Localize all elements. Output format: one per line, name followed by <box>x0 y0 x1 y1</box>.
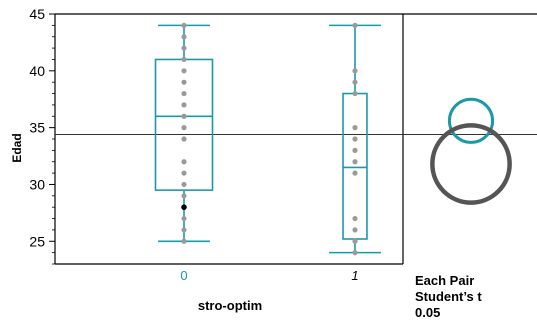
highlighted-point <box>181 204 187 210</box>
data-point <box>181 170 187 176</box>
data-point <box>352 136 358 142</box>
data-point <box>181 45 187 51</box>
comparison-circle-1 <box>430 123 512 205</box>
data-point <box>352 215 358 222</box>
comparison-title-line-3: 0.05 <box>415 305 440 320</box>
comparison-circle-0 <box>447 97 495 144</box>
comparison-title-line-1: Each Pair <box>415 273 474 288</box>
group-0: 0 <box>154 22 214 283</box>
y-tick-label: 30 <box>29 176 45 192</box>
data-point <box>181 238 187 244</box>
data-point <box>181 79 187 85</box>
comparison-title-line-2: Student’s t <box>415 289 482 304</box>
data-point <box>181 102 187 108</box>
y-axis-label: Edad <box>10 133 24 162</box>
data-point <box>181 193 187 199</box>
data-point <box>352 90 358 97</box>
y-tick-label: 25 <box>29 233 45 249</box>
data-point <box>352 22 358 28</box>
comparison-panel <box>430 97 512 205</box>
data-point <box>181 181 187 188</box>
x-tick-label: 1 <box>351 268 358 283</box>
data-point <box>181 215 187 222</box>
data-point <box>181 159 187 165</box>
data-point <box>181 227 187 233</box>
data-point <box>181 34 187 40</box>
y-tick-label: 40 <box>29 63 45 79</box>
data-point <box>352 250 358 256</box>
data-point <box>352 170 358 176</box>
data-point <box>352 227 358 233</box>
data-point <box>181 113 187 119</box>
x-axis-label: stro-optim <box>198 298 262 313</box>
data-point <box>181 68 187 74</box>
group-1: 1 <box>329 22 381 283</box>
data-point <box>181 136 187 142</box>
data-point <box>352 125 358 131</box>
y-tick-label: 35 <box>29 120 45 136</box>
data-point <box>352 147 358 153</box>
data-point <box>181 22 187 28</box>
x-tick-label: 0 <box>180 268 187 283</box>
data-point <box>181 125 187 131</box>
data-point <box>181 56 187 63</box>
data-point <box>352 238 358 244</box>
y-axis: 25 30 35 40 45 <box>29 6 537 265</box>
data-point <box>352 68 358 74</box>
data-point <box>181 90 187 97</box>
data-point <box>352 79 358 85</box>
y-tick-label: 45 <box>29 6 45 22</box>
data-point <box>352 159 358 165</box>
